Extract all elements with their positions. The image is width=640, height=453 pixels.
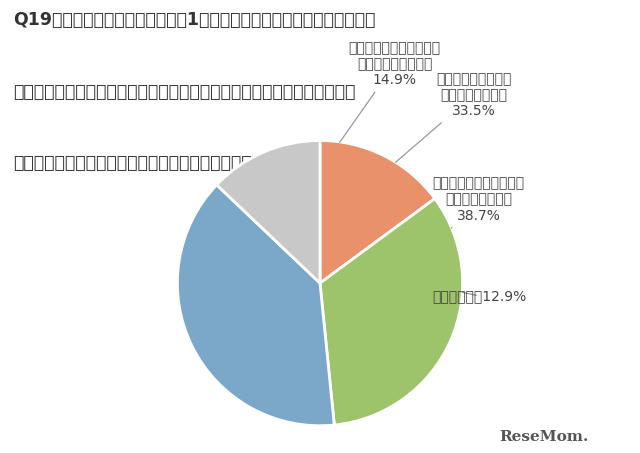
Text: ら中学受験の勉強を開始することを、あなたはどう思いますか。: ら中学受験の勉強を開始することを、あなたはどう思いますか。 [13,154,314,173]
Text: など、入塾の低年齢化が進んでいるとの指摘もあります。小学校低学年か: など、入塾の低年齢化が進んでいるとの指摘もあります。小学校低学年か [13,82,355,101]
Text: 子どもに負担がかかるの
で必要ないと思う
38.7%: 子どもに負担がかかるの で必要ないと思う 38.7% [433,176,525,228]
Wedge shape [217,140,320,283]
Wedge shape [320,140,435,283]
Text: ReseMom.: ReseMom. [499,430,589,444]
Text: 子どもの将来の幸せを考
えると必要だと思う
14.9%: 子どもの将来の幸せを考 えると必要だと思う 14.9% [340,41,441,142]
Text: わからない　12.9%: わからない 12.9% [432,289,526,303]
Wedge shape [177,185,334,426]
Text: Q19　中学受験者が増え、小学校1年生から塾に通い始める児童が増える: Q19 中学受験者が増え、小学校1年生から塾に通い始める児童が増える [13,11,375,29]
Text: 好ましくはないが、
仕方がないと思う
33.5%: 好ましくはないが、 仕方がないと思う 33.5% [396,72,511,162]
Wedge shape [320,198,463,425]
